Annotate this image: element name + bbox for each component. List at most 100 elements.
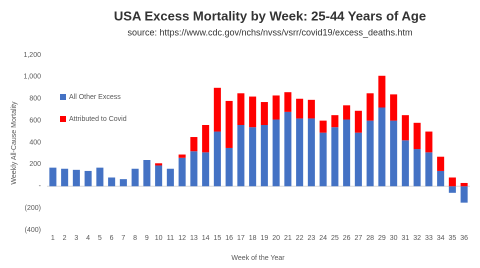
bar [354,132,362,187]
legend-swatch [60,116,66,122]
bar [366,93,374,121]
x-tick-label: 6 [110,235,114,242]
x-tick-label: 17 [237,235,245,242]
x-tick-label: 11 [167,235,174,242]
bar [296,118,304,187]
y-tick-label: 600 [29,117,41,124]
bar [413,149,421,187]
x-tick-label: 25 [331,235,339,242]
bar [155,163,163,166]
bar [448,186,456,193]
x-tick-label: 26 [343,235,351,242]
x-tick-label: 35 [448,235,456,242]
bar [437,170,445,187]
bar [390,94,398,121]
x-tick-label: 13 [190,235,198,242]
bar [460,182,468,187]
x-tick-label: 23 [307,235,315,242]
x-tick-label: 18 [249,235,257,242]
bar [166,168,174,187]
bar [202,125,210,153]
legend-label: All Other Excess [69,94,121,101]
bar [284,111,292,187]
x-tick-label: 3 [74,235,78,242]
y-tick-label: (400) [25,227,41,234]
bar [249,96,257,128]
x-tick-label: 10 [155,235,163,242]
bar [284,92,292,112]
y-tick-label: - [39,183,42,190]
x-tick-label: 28 [366,235,374,242]
x-tick-label: 1 [51,235,55,242]
y-tick-label: 200 [29,161,41,168]
bar [225,147,233,187]
bar [390,120,398,187]
x-tick-label: 24 [319,235,327,242]
bar [119,179,127,187]
bar [249,127,257,187]
x-tick-label: 32 [413,235,421,242]
x-tick-label: 16 [225,235,233,242]
y-axis-title: Weekly All-Cause Mortality [11,101,18,185]
bar [84,170,92,187]
x-tick-label: 7 [121,235,125,242]
bar [190,137,198,152]
x-tick-label: 19 [260,235,268,242]
x-tick-label: 31 [401,235,409,242]
bar [319,120,327,133]
bar [237,125,245,187]
y-tick-label: (200) [25,205,41,212]
bar [202,152,210,187]
legend-swatch [60,94,66,100]
bar [260,125,268,187]
bar [178,154,186,158]
bar [143,160,151,187]
bar [354,110,362,133]
bar [272,119,280,187]
bar [425,152,433,187]
x-tick-label: 2 [63,235,67,242]
x-tick-label: 4 [86,235,90,242]
bar [272,95,280,120]
bar [108,177,116,187]
bar [448,177,456,187]
bar [49,167,57,187]
x-tick-label: 34 [437,235,445,242]
bar [213,131,221,187]
bar [178,157,186,187]
bar [213,87,221,132]
bar [155,165,163,187]
x-tick-label: 5 [98,235,102,242]
bar [331,115,339,128]
x-tick-label: 22 [296,235,304,242]
x-tick-label: 14 [202,235,210,242]
x-tick-label: 9 [145,235,149,242]
y-tick-label: 800 [29,96,41,103]
x-tick-label: 30 [390,235,398,242]
bar [296,98,304,119]
x-tick-label: 33 [425,235,433,242]
x-tick-label: 20 [272,235,280,242]
x-axis-title: Week of the Year [231,255,285,262]
y-tick-label: 400 [29,139,41,146]
bar [131,168,139,187]
x-tick-label: 15 [213,235,221,242]
bar [307,118,315,187]
x-tick-label: 36 [460,235,468,242]
bar [225,100,233,148]
bar [331,127,339,187]
bar [401,140,409,187]
bar [401,115,409,141]
bar [260,102,268,125]
bar [237,93,245,125]
bar [319,132,327,187]
bar [343,119,351,187]
bar [61,168,69,187]
bar [413,122,421,150]
bar [425,131,433,153]
y-tick-label: 1,000 [23,74,41,81]
bar [460,186,468,203]
x-tick-label: 29 [378,235,386,242]
chart-title: USA Excess Mortality by Week: 25-44 Year… [114,8,426,23]
